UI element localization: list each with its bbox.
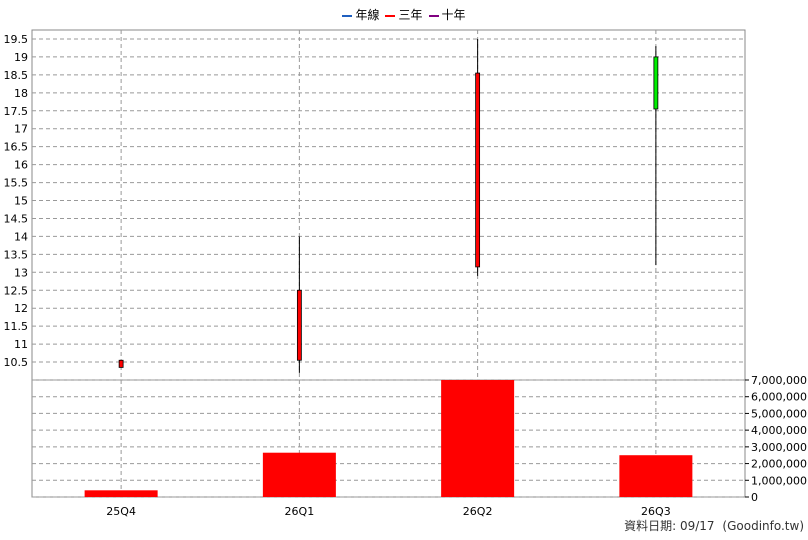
price-tick-label: 16: [14, 159, 28, 172]
volume-tick-label: 4,000,000: [751, 424, 807, 437]
volume-tick-label: 7,000,000: [751, 374, 807, 387]
price-tick-label: 17: [14, 123, 28, 136]
legend-swatch: [428, 14, 439, 17]
volume-tick-label: 1,000,000: [751, 474, 807, 487]
price-tick-label: 12.5: [4, 284, 29, 297]
volume-bar: [619, 455, 693, 497]
price-tick-label: 13: [14, 266, 28, 279]
legend: 年線 三年 十年: [0, 6, 808, 23]
candle-body: [475, 72, 481, 268]
volume-tick-label: 0: [751, 491, 758, 504]
volume-tick-label: 6,000,000: [751, 391, 807, 404]
x-tick-label: 26Q2: [463, 505, 493, 518]
source-label: (Goodinfo.tw): [722, 519, 804, 533]
x-tick-label: 25Q4: [106, 505, 136, 518]
x-tick-label: 26Q1: [285, 505, 315, 518]
x-tick-label: 26Q3: [641, 505, 671, 518]
legend-swatch: [342, 14, 353, 17]
price-tick-label: 13.5: [4, 248, 29, 261]
price-tick-label: 11.5: [4, 320, 29, 333]
price-tick-label: 12: [14, 302, 28, 315]
price-tick-label: 15: [14, 195, 28, 208]
legend-label: 年線: [355, 8, 380, 22]
price-tick-label: 14.5: [4, 212, 29, 225]
data-date-label: 資料日期: 09/17: [624, 519, 715, 533]
volume-bar: [441, 380, 515, 497]
volume-tick-label: 5,000,000: [751, 407, 807, 420]
price-tick-label: 15.5: [4, 177, 29, 190]
price-tick-label: 11: [14, 338, 28, 351]
candle-body: [118, 359, 124, 368]
price-plot-area: [31, 29, 746, 381]
legend-item: 年線: [342, 6, 379, 23]
legend-item: 十年: [428, 6, 466, 23]
legend-label: 十年: [441, 8, 466, 22]
legend-item: 三年: [385, 6, 423, 23]
price-tick-label: 19.5: [4, 33, 29, 46]
price-tick-label: 16.5: [4, 141, 29, 154]
price-tick-label: 10.5: [4, 356, 29, 369]
volume-tick-label: 3,000,000: [751, 441, 807, 454]
footer: 資料日期: 09/17 (Goodinfo.tw): [620, 517, 804, 534]
legend-swatch: [385, 14, 396, 17]
price-tick-label: 14: [14, 230, 28, 243]
volume-tick-label: 2,000,000: [751, 458, 807, 471]
price-tick-label: 18: [14, 87, 28, 100]
candle-body: [296, 289, 302, 361]
price-tick-label: 18.5: [4, 69, 29, 82]
legend-label: 三年: [398, 8, 423, 22]
candle-body: [653, 56, 659, 110]
volume-bar: [84, 490, 158, 497]
volume-bar: [262, 452, 336, 497]
price-tick-label: 17.5: [4, 105, 29, 118]
price-tick-label: 19: [14, 51, 28, 64]
